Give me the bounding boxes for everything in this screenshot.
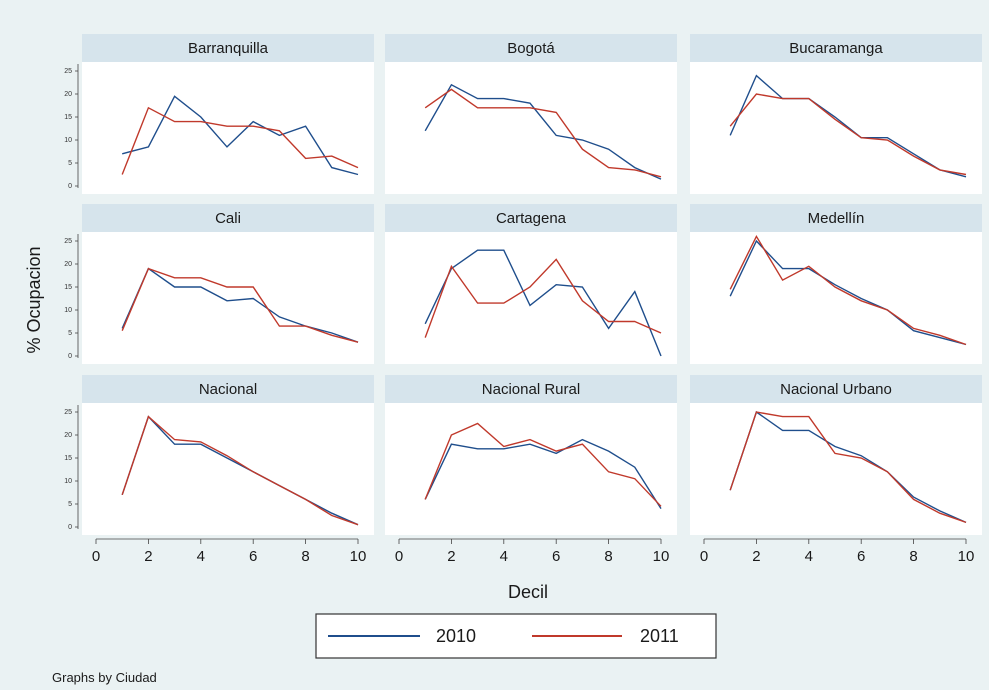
panel-title: Bucaramanga [789, 40, 883, 57]
panel-strip [690, 375, 982, 403]
x-tick-label: 4 [500, 548, 508, 565]
series-line-2010 [729, 410, 967, 524]
panel-strip [82, 204, 374, 232]
x-tick-label: 6 [249, 548, 257, 565]
plot-area [690, 232, 982, 364]
series-line-2011 [424, 258, 662, 338]
y-tick-label: 20 [64, 91, 72, 98]
y-tick-label: 0 [68, 524, 72, 531]
panel: Nacional Urbano 0 2 4 6 8 10 [690, 375, 982, 565]
panel-strip [385, 34, 677, 62]
y-tick-label: 25 [64, 68, 72, 75]
series-line-2010 [121, 415, 359, 526]
y-tick-label: 25 [64, 238, 72, 245]
panel: Nacional Rural 0 2 4 6 8 10 [385, 375, 677, 565]
x-tick-label: 2 [447, 548, 455, 565]
panel-strip [385, 375, 677, 403]
x-tick-label: 6 [857, 548, 865, 565]
series-line-2010 [121, 267, 359, 343]
panel-title: Nacional Rural [482, 381, 580, 398]
x-tick-label: 0 [92, 548, 100, 565]
panel: Medellín [690, 204, 982, 364]
legend-label-2011: 2011 [640, 626, 679, 646]
panel: Barranquilla 0 5 10 15 20 25 [64, 34, 374, 194]
x-tick-label: 2 [752, 548, 760, 565]
panel-strip [690, 204, 982, 232]
panel-title: Cartagena [496, 210, 567, 227]
series-line-2011 [424, 422, 662, 507]
x-tick-label: 4 [805, 548, 813, 565]
y-tick-label: 0 [68, 353, 72, 360]
x-tick-label: 0 [700, 548, 708, 565]
panel-strip [385, 204, 677, 232]
panel-strip [690, 34, 982, 62]
series-line-2011 [729, 93, 967, 176]
y-tick-label: 10 [64, 137, 72, 144]
panel-title: Nacional Urbano [780, 381, 892, 398]
y-axis-title: % Ocupacion [24, 246, 44, 353]
panel: Bucaramanga [690, 34, 982, 194]
y-tick-label: 10 [64, 478, 72, 485]
panel: Nacional 0 5 10 15 20 25 0 2 4 6 8 10 [64, 375, 374, 565]
series-line-2010 [424, 83, 662, 180]
panel-strip [82, 34, 374, 62]
x-tick-label: 10 [958, 548, 975, 565]
x-tick-label: 0 [395, 548, 403, 565]
x-axis-title: Decil [508, 582, 548, 602]
plot-area [82, 232, 374, 364]
panel-title: Medellín [808, 210, 865, 227]
y-tick-label: 0 [68, 183, 72, 190]
y-tick-label: 20 [64, 432, 72, 439]
series-line-2011 [121, 106, 359, 175]
plot-area [690, 403, 982, 535]
panel: Cali 0 5 10 15 20 25 [64, 204, 374, 364]
legend: 2010 2011 [315, 613, 717, 659]
x-tick-label: 8 [301, 548, 309, 565]
panel: Cartagena [385, 204, 677, 364]
y-tick-label: 5 [68, 501, 72, 508]
x-tick-label: 4 [197, 548, 205, 565]
panel-title: Cali [215, 210, 241, 227]
plot-area [385, 403, 677, 535]
x-tick-label: 8 [604, 548, 612, 565]
panel-title: Bogotá [507, 40, 555, 57]
y-tick-label: 25 [64, 409, 72, 416]
plot-area [690, 62, 982, 194]
series-line-2010 [729, 239, 967, 346]
x-tick-label: 8 [909, 548, 917, 565]
series-line-2010 [424, 249, 662, 357]
panel-title: Nacional [199, 381, 257, 398]
series-line-2010 [729, 74, 967, 178]
y-tick-label: 20 [64, 261, 72, 268]
series-line-2011 [121, 415, 359, 526]
y-tick-label: 15 [64, 284, 72, 291]
y-tick-label: 10 [64, 307, 72, 314]
series-line-2011 [729, 234, 967, 346]
x-tick-label: 6 [552, 548, 560, 565]
panel-strip [82, 375, 374, 403]
series-line-2011 [121, 267, 359, 343]
plot-area [385, 62, 677, 194]
y-tick-label: 15 [64, 455, 72, 462]
y-tick-label: 5 [68, 330, 72, 337]
plot-area [82, 62, 374, 194]
graphs-note: Graphs by Ciudad [52, 670, 157, 685]
panel-title: Barranquilla [188, 40, 269, 57]
series-line-2011 [424, 88, 662, 178]
y-tick-label: 15 [64, 114, 72, 121]
series-line-2010 [122, 95, 359, 176]
plot-area [385, 232, 677, 364]
x-tick-label: 10 [653, 548, 670, 565]
series-line-2011 [729, 411, 967, 524]
x-tick-label: 2 [144, 548, 152, 565]
x-tick-label: 10 [350, 548, 367, 565]
panel: Bogotá [385, 34, 677, 194]
series-line-2010 [424, 438, 662, 509]
y-tick-label: 5 [68, 160, 72, 167]
legend-label-2010: 2010 [436, 626, 476, 646]
